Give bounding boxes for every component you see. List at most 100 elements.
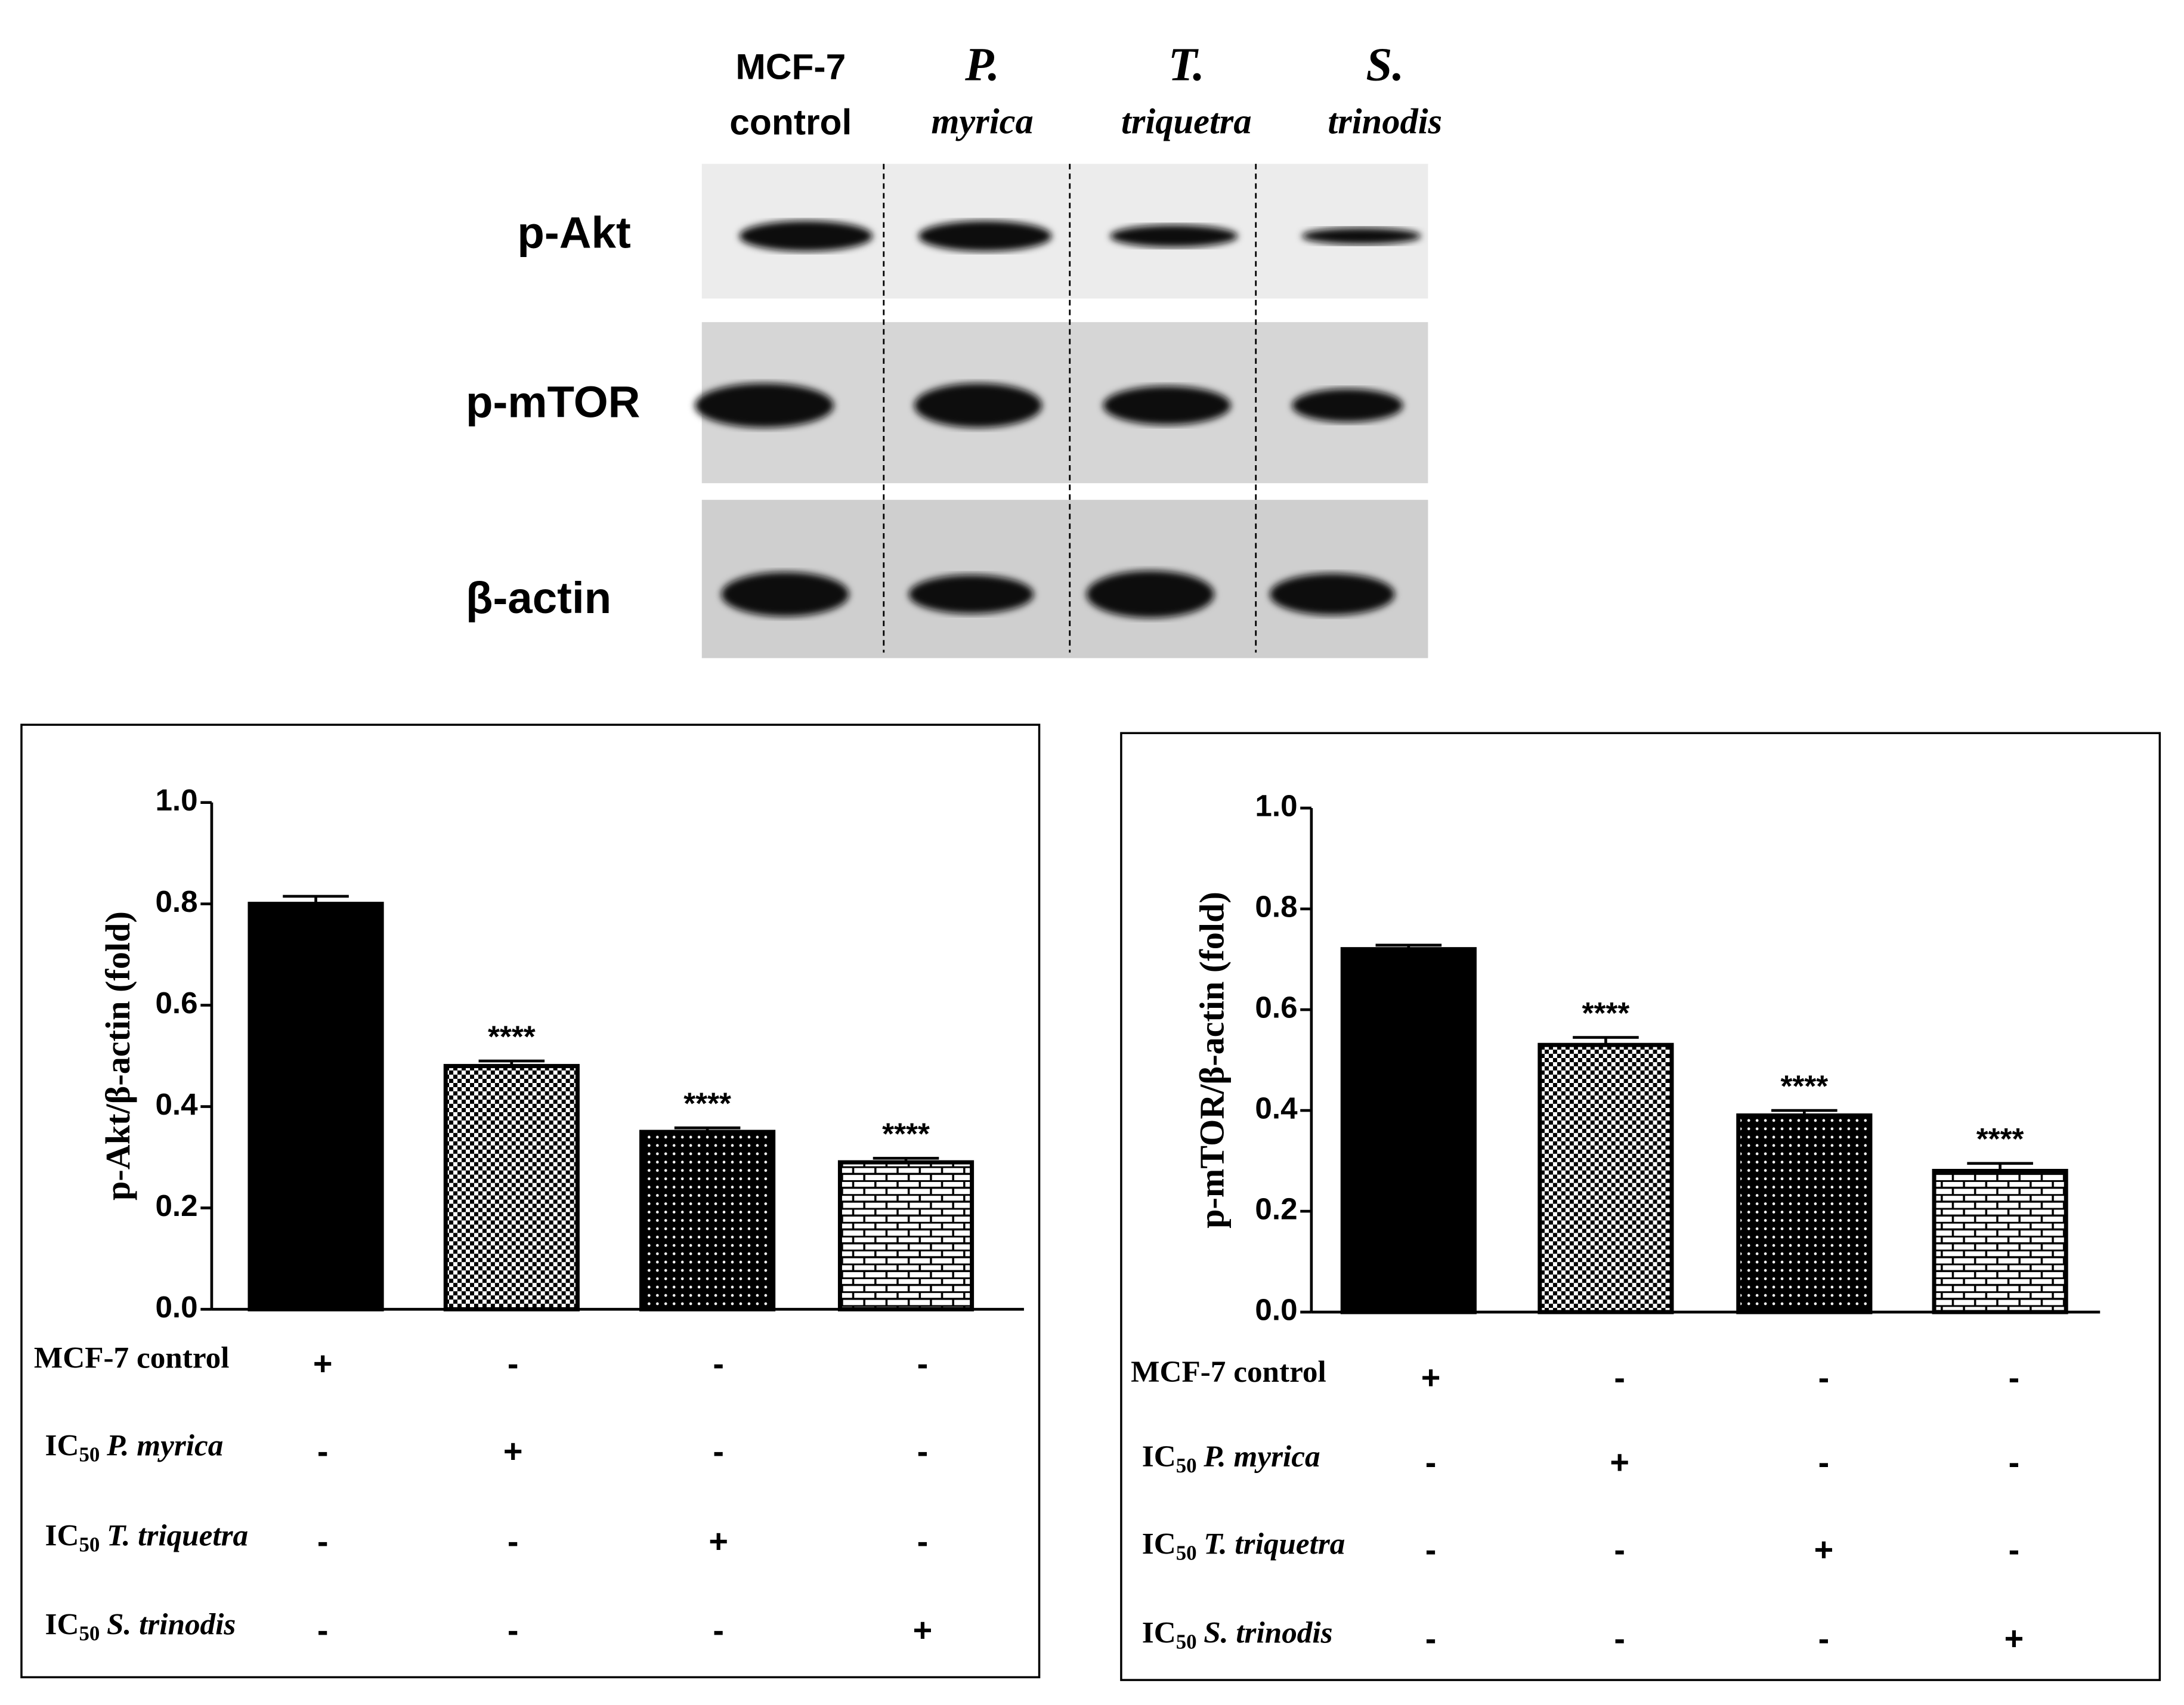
panel-frame: [20, 723, 1041, 1679]
y-tick-label: 1.0: [155, 783, 197, 817]
condition-mark: -: [2009, 1531, 2020, 1568]
condition-mark: +: [313, 1345, 333, 1382]
lane-label: trinodis: [1328, 101, 1442, 141]
significance-label: ****: [683, 1087, 731, 1121]
y-axis-label: p-Akt/β-actin (fold): [98, 911, 137, 1200]
significance-label: ****: [1780, 1069, 1828, 1103]
blot-band: [1103, 386, 1231, 425]
significance-label: ****: [1582, 996, 1630, 1030]
condition-mark: +: [503, 1432, 523, 1469]
condition-mark: +: [1421, 1359, 1441, 1396]
condition-mark: -: [508, 1345, 519, 1382]
y-tick-label: 0.0: [155, 1290, 197, 1324]
condition-text: MCF-7 control: [34, 1341, 230, 1375]
condition-text: IC: [1142, 1527, 1176, 1561]
condition-text: IC: [45, 1518, 79, 1552]
y-tick-label: 0.4: [1255, 1091, 1298, 1125]
blot-band: [739, 221, 873, 252]
bar: [443, 1064, 580, 1311]
condition-name: T. triquetra: [107, 1518, 248, 1552]
blot-band: [1301, 227, 1421, 245]
lane-label: MCF-7: [735, 46, 846, 86]
condition-mark: -: [1425, 1620, 1437, 1657]
condition-mark: -: [1425, 1531, 1437, 1568]
bar: [1932, 1168, 2068, 1314]
lane-label: control: [729, 102, 852, 143]
condition-text: IC: [45, 1607, 79, 1641]
condition-mark: -: [713, 1432, 724, 1469]
condition-mark: -: [917, 1345, 929, 1382]
condition-label: MCF-7 control: [34, 1341, 230, 1375]
condition-mark: -: [1425, 1443, 1437, 1481]
condition-label: IC50 S. trinodis: [1142, 1616, 1333, 1653]
condition-text: IC: [1142, 1440, 1176, 1474]
bar: [1340, 947, 1477, 1314]
y-tick-label: 0.2: [155, 1189, 197, 1223]
bar: [639, 1130, 776, 1311]
condition-mark: -: [917, 1523, 929, 1560]
condition-name: P. myrica: [1203, 1440, 1320, 1474]
blot-band: [1270, 573, 1395, 615]
y-tick-label: 0.8: [155, 884, 197, 918]
blot-band: [918, 221, 1052, 252]
condition-mark: -: [2009, 1359, 2020, 1396]
condition-label: IC50 P. myrica: [45, 1428, 224, 1466]
blot-band: [914, 383, 1042, 428]
lane-label: myrica: [931, 101, 1033, 141]
condition-subscript: 50: [79, 1443, 100, 1466]
condition-name: T. triquetra: [1204, 1527, 1345, 1561]
condition-name: S. trinodis: [107, 1607, 236, 1641]
condition-text: IC: [45, 1428, 79, 1462]
condition-mark: -: [2009, 1443, 2020, 1481]
condition-mark: -: [1614, 1620, 1625, 1657]
panel-frame: [1120, 732, 2161, 1681]
lane-label: S.: [1366, 39, 1404, 91]
y-tick-label: 0.0: [1255, 1293, 1297, 1327]
blot-band: [695, 383, 834, 428]
blot-row-label: p-Akt: [517, 208, 630, 257]
condition-mark: +: [2004, 1620, 2024, 1657]
lane-label: P.: [964, 39, 1000, 91]
condition-mark: -: [713, 1345, 724, 1382]
significance-label: ****: [882, 1117, 930, 1151]
condition-mark: +: [913, 1611, 933, 1649]
condition-mark: -: [713, 1611, 724, 1649]
condition-mark: -: [508, 1611, 519, 1649]
lane-label: triquetra: [1121, 101, 1252, 141]
blot-band: [1292, 388, 1403, 422]
condition-mark: -: [317, 1611, 329, 1649]
condition-name: P. myrica: [106, 1428, 223, 1462]
lane-label: T.: [1168, 39, 1205, 91]
condition-mark: -: [508, 1523, 519, 1560]
condition-mark: +: [1814, 1531, 1834, 1568]
blot-band: [1086, 570, 1214, 618]
condition-text: MCF-7 control: [1131, 1355, 1326, 1389]
bar: [1538, 1042, 1674, 1314]
condition-mark: +: [1610, 1443, 1629, 1481]
condition-subscript: 50: [1176, 1630, 1197, 1654]
condition-mark: -: [917, 1432, 929, 1469]
y-tick-label: 0.6: [1255, 991, 1297, 1025]
condition-mark: -: [1614, 1359, 1625, 1396]
blot-band: [721, 572, 849, 617]
y-tick-label: 1.0: [1255, 789, 1297, 823]
y-tick-label: 0.4: [155, 1087, 198, 1121]
condition-label: IC50 P. myrica: [1142, 1440, 1320, 1477]
condition-mark: -: [1818, 1443, 1830, 1481]
condition-label: IC50 T. triquetra: [45, 1518, 249, 1556]
condition-label: MCF-7 control: [1131, 1355, 1326, 1389]
bar: [1736, 1113, 1873, 1314]
y-axis-label: p-mTOR/β-actin (fold): [1193, 892, 1232, 1229]
blot-row-label: p-mTOR: [466, 377, 640, 427]
condition-mark: -: [1614, 1531, 1625, 1568]
condition-label: IC50 T. triquetra: [1142, 1527, 1345, 1564]
y-tick-label: 0.6: [155, 986, 197, 1020]
condition-mark: -: [1818, 1359, 1830, 1396]
bar: [248, 902, 384, 1311]
condition-subscript: 50: [79, 1533, 100, 1557]
bar: [837, 1160, 975, 1311]
blot-band: [908, 574, 1034, 614]
condition-mark: +: [709, 1523, 728, 1560]
condition-subscript: 50: [79, 1622, 100, 1645]
